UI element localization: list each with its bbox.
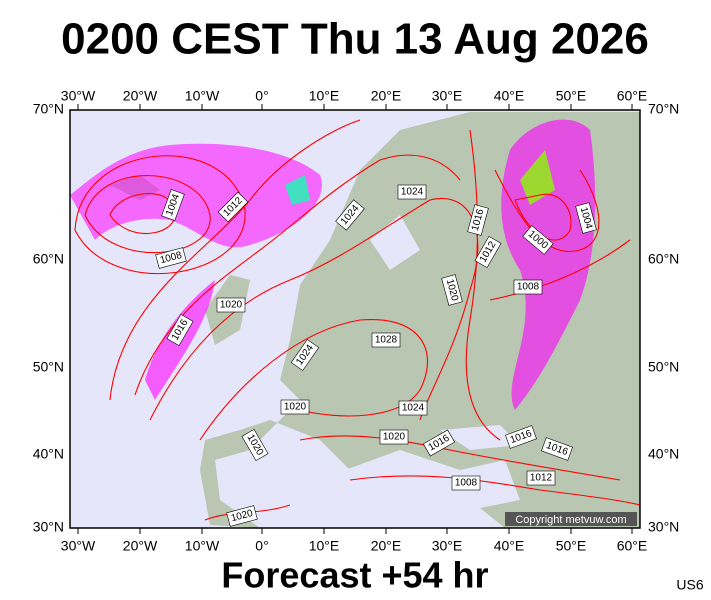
isobar-label-text: 1024 (402, 403, 425, 414)
isobar-label: 1012 (526, 470, 556, 486)
isobar-label-text: 1008 (455, 478, 478, 489)
isobar-label: 1004 (161, 189, 185, 221)
isobar-label-text: 1020 (220, 300, 243, 311)
lon-label-top: 60°E (617, 88, 648, 104)
isobar-label-box (541, 437, 573, 461)
isobar-label-box (335, 199, 365, 231)
copyright-box (505, 512, 637, 526)
lon-label-top: 50°E (556, 88, 587, 104)
black-sea (440, 425, 520, 450)
isobar-label: 1016 (505, 425, 537, 449)
isobar-label-box (216, 297, 246, 313)
lat-label-left: 60°N (33, 251, 64, 267)
isobar-label: 1020 (226, 505, 258, 527)
isobar-label-text: 1020 (383, 432, 406, 443)
isobar-label: 1016 (467, 204, 489, 236)
isobar-label-box (474, 235, 502, 269)
map-area: 1004 101210081020101610241024102410161012… (69, 109, 641, 529)
lon-label-top: 30°E (432, 88, 463, 104)
lon-label-bottom: 20°E (371, 538, 402, 554)
isobar-label-box (290, 339, 320, 371)
lat-label-right: 70°N (648, 101, 679, 117)
lon-label-bottom: 10°W (185, 538, 220, 554)
isobar-label: 1004 (575, 202, 597, 234)
isobar-label-box (467, 204, 489, 236)
lat-label-left: 70°N (33, 101, 64, 117)
isobar-label-box (161, 189, 185, 221)
isobar-label-text: 1020 (284, 402, 307, 413)
heavy-precip (520, 150, 555, 205)
isobar-label-box (505, 425, 537, 449)
lon-label-top: 30°W (61, 88, 96, 104)
lon-label-bottom: 50°E (556, 538, 587, 554)
lon-label-bottom: 10°E (309, 538, 340, 554)
heavy-precip (285, 175, 310, 205)
mediterranean (345, 450, 520, 510)
lon-label-top: 10°W (185, 88, 220, 104)
isobar-label: 1008 (513, 279, 543, 295)
lat-label-right: 60°N (648, 251, 679, 267)
isobar-label: 1024 (397, 184, 427, 200)
map-frame (69, 109, 641, 529)
lat-label-left: 30°N (33, 519, 64, 535)
isobar-label-box (422, 429, 456, 457)
isobar-label-box (451, 475, 481, 491)
isobar-label-box (241, 428, 269, 462)
forecast-label: Forecast +54 hr (221, 555, 488, 596)
lat-label-left: 50°N (33, 359, 64, 375)
lon-label-bottom: 20°W (123, 538, 158, 554)
isobar-label-box (575, 202, 597, 234)
isobar-label-box (280, 399, 310, 415)
lon-label-bottom: 30°W (61, 538, 96, 554)
isobar-label: 1020 (379, 429, 409, 445)
isobar-label-box (513, 279, 543, 295)
lat-label-right: 30°N (648, 519, 679, 535)
isobar-label: 1016 (541, 437, 573, 461)
lon-label-bottom: 40°E (494, 538, 525, 554)
lon-label-bottom: 30°E (432, 538, 463, 554)
isobar-label: 1020 (441, 274, 463, 306)
lon-label-top: 40°E (494, 88, 525, 104)
precip-russia (501, 119, 596, 410)
copyright: Copyright metvuw.com (515, 514, 626, 526)
baltic-sea (370, 215, 420, 270)
isobar-label: 1020 (280, 399, 310, 415)
isobar-label-box (441, 274, 463, 306)
isobar-label-box (226, 505, 258, 527)
lon-label-bottom: 60°E (617, 538, 648, 554)
lon-label-bottom: 0° (255, 538, 268, 554)
isobar-label-text: 1008 (517, 282, 540, 293)
isobar-label: 1024 (398, 400, 428, 416)
isobar-label: 1008 (155, 247, 187, 269)
lat-label-right: 50°N (648, 359, 679, 375)
lon-label-top: 20°E (371, 88, 402, 104)
isobar-label-box (398, 400, 428, 416)
lon-label-top: 10°E (309, 88, 340, 104)
lat-label-right: 40°N (648, 446, 679, 462)
isobar-label-text: 1024 (401, 187, 424, 198)
isobar-label: 1020 (216, 297, 246, 313)
isobar-label-text: 1012 (530, 473, 553, 484)
isobar-label-box (371, 332, 401, 348)
lon-label-top: 0° (255, 88, 268, 104)
lon-label-top: 20°W (123, 88, 158, 104)
isobar-label-box (166, 313, 194, 347)
isobar-label: 1008 (451, 475, 481, 491)
lat-label-left: 40°N (33, 446, 64, 462)
isobar-label-box (526, 470, 556, 486)
isobar-label: 1028 (371, 332, 401, 348)
isobar-label-box (522, 225, 554, 255)
model-code: US6 (676, 577, 703, 593)
isobar-label-box (217, 191, 249, 223)
map-title: 0200 CEST Thu 13 Aug 2026 (61, 15, 649, 64)
isobar-label-box (155, 247, 187, 269)
precip-north-atlantic (70, 143, 322, 248)
isobar-label-text: 1028 (375, 335, 398, 346)
isobar-label-box (397, 184, 427, 200)
isobar-label-box (379, 429, 409, 445)
